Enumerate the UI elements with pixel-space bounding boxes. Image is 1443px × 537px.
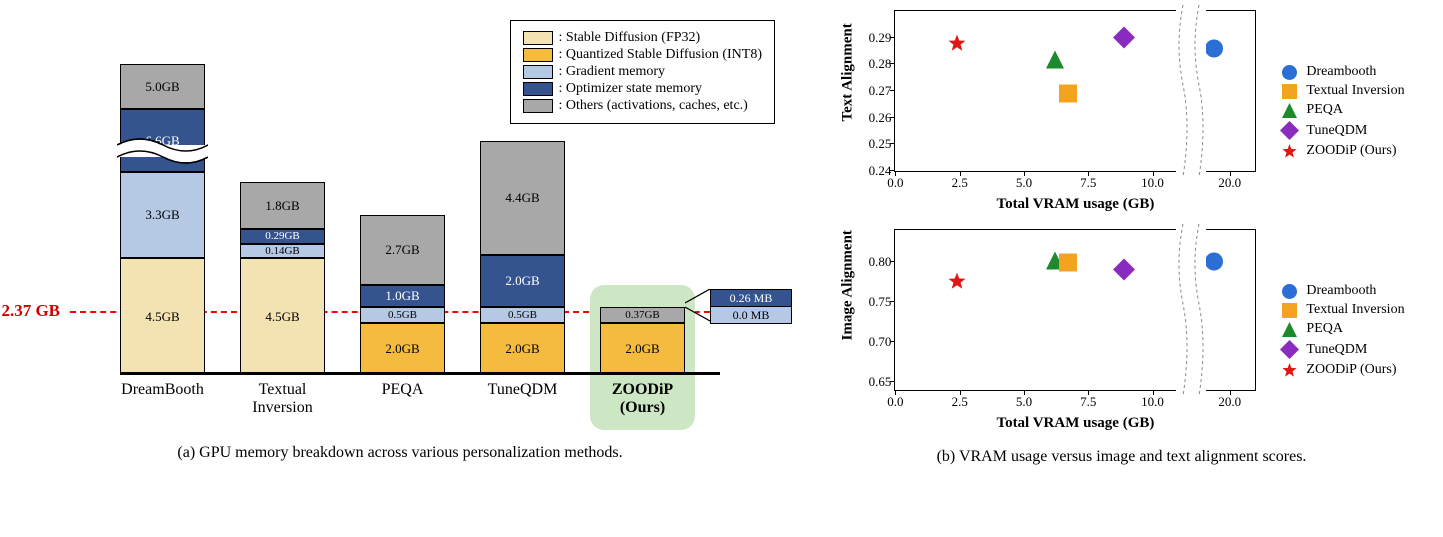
x-tick-label: 5.0 — [1016, 175, 1032, 191]
marker-tuneqdm — [1113, 258, 1135, 285]
x-tick-label: 2.5 — [952, 175, 968, 191]
x-axis-label: Total VRAM usage (GB) — [996, 415, 1154, 432]
bar-segment: 0.14GB — [240, 244, 325, 258]
x-tick-label: 10.0 — [1141, 394, 1164, 410]
marker-textinv — [1059, 85, 1077, 108]
legend-row: : Quantized Stable Diffusion (INT8) — [523, 47, 762, 63]
panel-a-caption: (a) GPU memory breakdown across various … — [177, 444, 622, 462]
legend-row: Textual Inversion — [1278, 302, 1404, 318]
axis-break-icon — [1173, 224, 1203, 396]
scatter-plot: 0.650.700.750.800.02.55.07.510.020.0 — [894, 229, 1256, 391]
legend-row: : Optimizer state memory — [523, 81, 762, 97]
y-tick-label: 0.80 — [869, 254, 892, 270]
bar-segment: 6.6GB — [120, 109, 205, 172]
bar-xlabel: ZOODiP(Ours) — [612, 381, 673, 418]
axis-break-icon — [1173, 5, 1203, 177]
bar-segment: 4.4GB — [480, 141, 565, 255]
panel-a: 2.37 GB4.5GB3.3GB6.6GB5.0GBDreamBooth4.5… — [0, 0, 800, 537]
y-tick-label: 0.75 — [869, 294, 892, 310]
panel-b: Text Alignment 0.240.250.260.270.280.290.… — [800, 0, 1443, 537]
x-tick-label: 20.0 — [1218, 394, 1241, 410]
y-axis-label: Text Alignment — [840, 102, 857, 122]
legend-row: : Gradient memory — [523, 64, 762, 80]
x-tick-label: 7.5 — [1080, 394, 1096, 410]
legend-row: TuneQDM — [1278, 340, 1404, 359]
x-tick-label: 10.0 — [1141, 175, 1164, 191]
legend-row: ZOODiP (Ours) — [1278, 362, 1404, 378]
bar-segment: 1.8GB — [240, 182, 325, 229]
y-axis-label: Image Alignment — [840, 321, 857, 341]
y-tick-label: 0.28 — [869, 56, 892, 72]
scatter-block: Image Alignment0.650.700.750.800.02.55.0… — [838, 229, 1404, 432]
y-tick-label: 0.26 — [869, 110, 892, 126]
marker-textinv — [1059, 254, 1077, 277]
x-axis-label: Total VRAM usage (GB) — [996, 196, 1154, 213]
bar-segment: 2.0GB — [600, 323, 685, 375]
x-tick-label: 0.0 — [887, 394, 903, 410]
bar-xlabel: TextualInversion — [252, 381, 312, 418]
scatter-stack: Text Alignment 0.240.250.260.270.280.290.… — [838, 10, 1404, 432]
callout: 0.26 MB0.0 MB — [710, 289, 792, 323]
legend-row: Dreambooth — [1278, 283, 1404, 299]
x-tick-label: 20.0 — [1218, 175, 1241, 191]
marker-zoodip — [948, 34, 966, 57]
x-tick-label: 0.0 — [887, 175, 903, 191]
bar-segment: 0.29GB — [240, 229, 325, 244]
bar-segment: 2.0GB — [480, 323, 565, 375]
bar-legend: : Stable Diffusion (FP32): Quantized Sta… — [510, 20, 775, 124]
bar-segment: 4.5GB — [240, 258, 325, 375]
bar-segment: 4.5GB — [120, 258, 205, 375]
panel-b-caption: (b) VRAM usage versus image and text ali… — [937, 448, 1307, 466]
scatter-block: Text Alignment 0.240.250.260.270.280.290.… — [838, 10, 1404, 213]
x-axis-line — [120, 372, 720, 375]
legend-row: PEQA — [1278, 321, 1404, 337]
bar-segment: 2.0GB — [480, 255, 565, 307]
bar-xlabel: PEQA — [382, 381, 424, 399]
bar-segment: 2.7GB — [360, 215, 445, 285]
marker-tuneqdm — [1113, 27, 1135, 54]
x-tick-label: 7.5 — [1080, 175, 1096, 191]
bar-segment: 2.0GB — [360, 323, 445, 375]
y-tick-label: 0.27 — [869, 83, 892, 99]
y-tick-label: 0.29 — [869, 30, 892, 46]
bar-segment: 0.5GB — [480, 307, 565, 323]
marker-zoodip — [948, 273, 966, 296]
y-tick-label: 0.70 — [869, 334, 892, 350]
y-tick-label: 0.65 — [869, 374, 892, 390]
scatter-legend: Dreambooth Textual Inversion PEQA TuneQDM ZO… — [1278, 280, 1404, 381]
scatter-plot: 0.240.250.260.270.280.290.02.55.07.510.0… — [894, 10, 1256, 172]
marker-peqa — [1046, 50, 1064, 73]
x-tick-label: 5.0 — [1016, 394, 1032, 410]
bar-segment: 0.37GB — [600, 307, 685, 323]
bar-segment: 1.0GB — [360, 285, 445, 307]
y-tick-label: 0.25 — [869, 136, 892, 152]
bar-xlabel: TuneQDM — [488, 381, 558, 399]
x-tick-label: 2.5 — [952, 394, 968, 410]
figure-row: 2.37 GB4.5GB3.3GB6.6GB5.0GBDreamBooth4.5… — [0, 0, 1443, 537]
legend-row: : Others (activations, caches, etc.) — [523, 98, 762, 114]
bar-xlabel: DreamBooth — [121, 381, 204, 399]
legend-row: : Stable Diffusion (FP32) — [523, 30, 762, 46]
legend-row: Dreambooth — [1278, 64, 1404, 80]
legend-row: TuneQDM — [1278, 121, 1404, 140]
bar-segment: 0.5GB — [360, 307, 445, 323]
legend-row: Textual Inversion — [1278, 83, 1404, 99]
legend-row: ZOODiP (Ours) — [1278, 143, 1404, 159]
bar-segment: 3.3GB — [120, 172, 205, 258]
bar-segment: 5.0GB — [120, 64, 205, 109]
scatter-legend: Dreambooth Textual Inversion PEQA TuneQDM ZO… — [1278, 61, 1404, 162]
barchart-frame: 2.37 GB4.5GB3.3GB6.6GB5.0GBDreamBooth4.5… — [10, 10, 790, 440]
legend-row: PEQA — [1278, 102, 1404, 118]
